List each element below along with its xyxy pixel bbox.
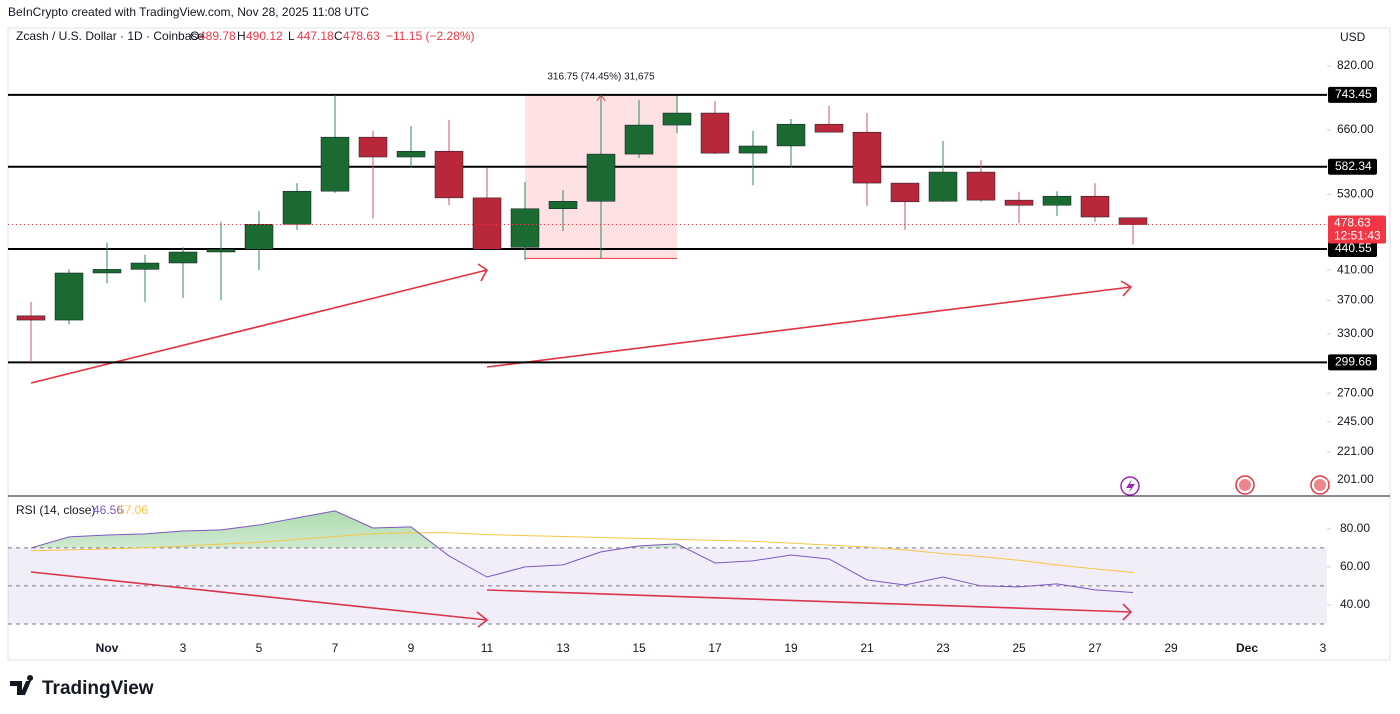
level-label-bg xyxy=(1328,86,1377,103)
y-tick-label: 221.00 xyxy=(1337,444,1374,458)
last-price-bg xyxy=(1328,215,1386,244)
candle-body xyxy=(92,269,122,274)
x-tick-label: 9 xyxy=(408,641,415,655)
candle-body xyxy=(472,197,502,250)
candle-body xyxy=(852,131,882,184)
y-tick-label: 60.00 xyxy=(1340,559,1370,573)
ohlc-value: 490.12 xyxy=(246,29,283,43)
ohlc-value: 489.78 xyxy=(199,29,236,43)
candle-body xyxy=(700,112,730,154)
x-tick-label: Nov xyxy=(96,641,119,655)
x-tick-label: 25 xyxy=(1012,641,1026,655)
x-tick-label: 5 xyxy=(256,641,263,655)
logo: TradingView xyxy=(10,675,154,699)
candle-body xyxy=(358,136,388,158)
y-tick-label: 370.00 xyxy=(1337,292,1374,306)
event-icons xyxy=(1120,475,1330,496)
candle-body xyxy=(168,251,198,264)
level-label: 440.55 xyxy=(1335,241,1372,255)
last-price: 478.63 xyxy=(1334,216,1371,230)
y-tick-label: 270.00 xyxy=(1337,385,1374,399)
brand: TradingView xyxy=(42,678,154,699)
candle-body xyxy=(1118,217,1148,225)
ohlc-value: 478.63 xyxy=(343,29,380,43)
candle-body xyxy=(282,190,312,225)
ohlc-key: C xyxy=(334,29,343,43)
x-tick-label: 15 xyxy=(632,641,646,655)
x-tick-label: 7 xyxy=(332,641,339,655)
candle-body xyxy=(510,208,540,248)
candle-body xyxy=(206,249,236,253)
level-label: 582.34 xyxy=(1335,159,1372,173)
y-tick-label: 80.00 xyxy=(1340,521,1370,535)
x-tick-label: 13 xyxy=(556,641,570,655)
candle-body xyxy=(776,123,806,147)
x-tick-label: 27 xyxy=(1088,641,1102,655)
x-tick-label: 23 xyxy=(936,641,950,655)
candle-body xyxy=(548,201,578,209)
candle-body xyxy=(1004,199,1034,206)
candle-body xyxy=(1042,195,1072,206)
rsi-title: RSI (14, close) xyxy=(16,503,95,517)
y-tick-label: 40.00 xyxy=(1340,597,1370,611)
rsi-line xyxy=(30,532,1134,574)
y-tick-label: 530.00 xyxy=(1337,187,1374,201)
level-label-bg xyxy=(1328,354,1377,371)
y-tick-label: 330.00 xyxy=(1337,326,1374,340)
x-tick-label: 3 xyxy=(180,641,187,655)
rsi-line xyxy=(30,510,1134,593)
candle-body xyxy=(928,171,958,202)
candle-body xyxy=(662,112,692,126)
x-tick-label: 17 xyxy=(708,641,722,655)
candle-body xyxy=(890,182,920,203)
candle-body xyxy=(396,150,426,158)
level-label-bg xyxy=(1328,240,1377,257)
candle-body xyxy=(54,272,84,321)
candle-body xyxy=(624,124,654,155)
rsi-value: 46.56 xyxy=(93,503,123,517)
rsi-ma-value: 57.06 xyxy=(118,503,148,517)
candle-body xyxy=(738,145,768,154)
y-tick-label: 820.00 xyxy=(1337,58,1374,72)
candle-body xyxy=(966,171,996,201)
x-tick-label: 21 xyxy=(860,641,874,655)
candle-body xyxy=(130,262,160,270)
y-tick-label: 410.00 xyxy=(1337,262,1374,276)
candle-body xyxy=(320,136,350,192)
ohlc-key: H xyxy=(237,29,246,43)
candle-body xyxy=(244,224,274,250)
y-tick-label: 245.00 xyxy=(1337,414,1374,428)
currency: USD xyxy=(1340,30,1366,44)
countdown: 12:51:43 xyxy=(1334,229,1381,243)
frame xyxy=(7,27,1391,661)
measure-label: 316.75 (74.45%) 31,675 xyxy=(547,72,655,83)
candle-body xyxy=(1080,195,1110,218)
y-tick-label: 660.00 xyxy=(1337,122,1374,136)
credit: BeInCrypto created with TradingView.com,… xyxy=(8,5,369,19)
x-tick-label: Dec xyxy=(1236,641,1258,655)
x-tick-label: 19 xyxy=(784,641,798,655)
level-label-bg xyxy=(1328,158,1377,175)
candle-body xyxy=(814,123,844,133)
ohlc-key: L xyxy=(288,29,295,43)
candle-body xyxy=(434,150,464,199)
candle-body xyxy=(16,315,46,321)
change: −11.15 (−2.28%) xyxy=(386,29,475,43)
x-tick-label: 11 xyxy=(481,641,494,655)
level-label: 299.66 xyxy=(1335,355,1372,369)
candle-body xyxy=(586,153,616,202)
x-tick-label: 3 xyxy=(1320,641,1327,655)
trend-annotations xyxy=(30,263,1133,628)
ohlc-key: O xyxy=(190,29,199,43)
y-tick-label: 201.00 xyxy=(1337,472,1374,486)
ohlc-value: 447.18 xyxy=(297,29,334,43)
symbol-title: Zcash / U.S. Dollar · 1D · Coinbase xyxy=(16,29,204,43)
x-tick-label: 29 xyxy=(1164,641,1178,655)
level-label: 743.45 xyxy=(1335,87,1372,101)
